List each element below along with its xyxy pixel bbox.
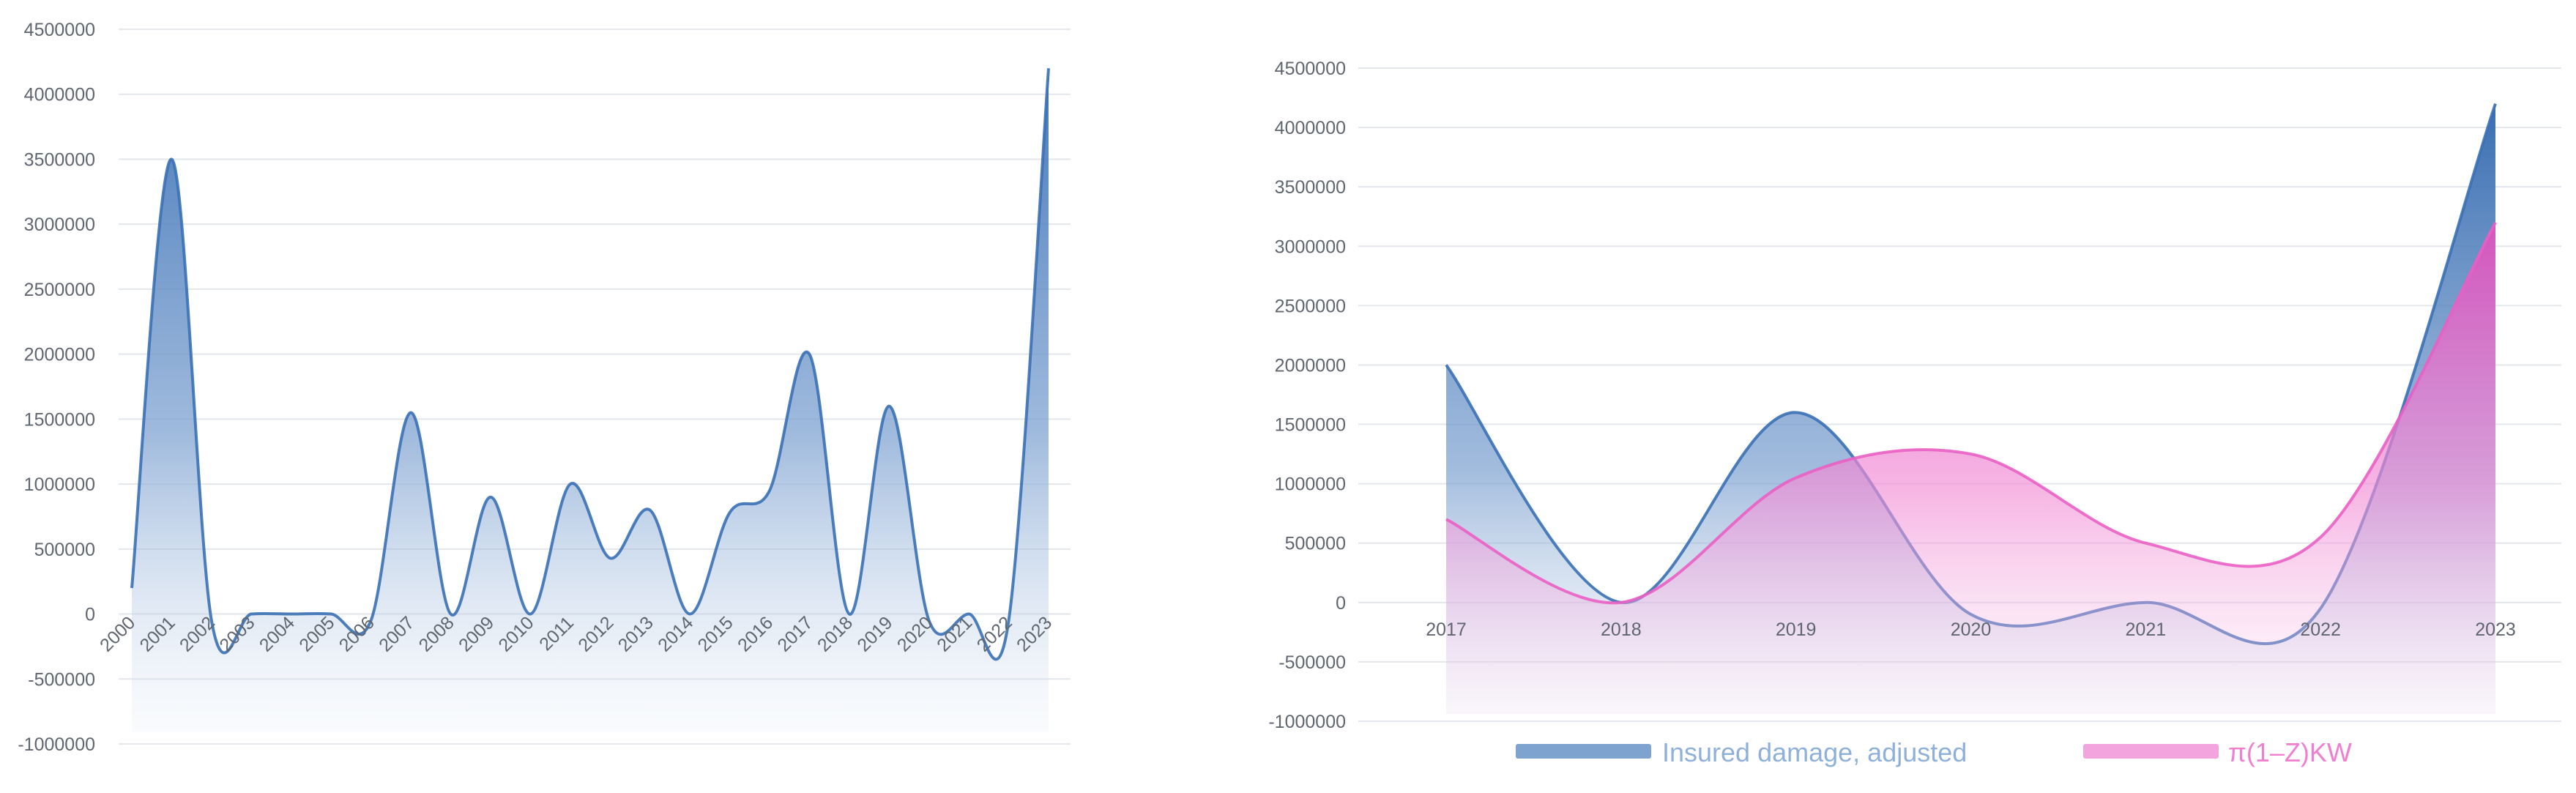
- series-area: [132, 68, 1049, 732]
- y-tick-label: 1500000: [1275, 415, 1346, 436]
- y-tick-label: 0: [85, 605, 95, 625]
- y-tick-label: 0: [1336, 593, 1346, 614]
- series-line: [130, 68, 1050, 661]
- x-tick-label: 2023: [2475, 619, 2516, 640]
- y-tick-label: 2000000: [1275, 355, 1346, 376]
- y-tick-label: 2000000: [24, 345, 95, 365]
- y-tick-label: 1000000: [1275, 474, 1346, 495]
- y-tick-label: 1000000: [24, 474, 95, 495]
- y-tick-label: 2500000: [1275, 296, 1346, 316]
- y-tick-label: 4500000: [24, 20, 95, 40]
- series-line: [1445, 221, 2497, 605]
- legend-swatch: [2083, 744, 2219, 759]
- y-tick-label: -500000: [28, 669, 95, 690]
- x-tick-label: 2021: [2126, 619, 2167, 640]
- y-tick-label: 3000000: [1275, 237, 1346, 257]
- y-tick-label: 3000000: [24, 215, 95, 235]
- y-tick-label: 1500000: [24, 409, 95, 430]
- y-tick-label: -1000000: [1268, 712, 1346, 732]
- y-tick-label: -1000000: [18, 734, 95, 755]
- legend-swatch: [1516, 744, 1651, 759]
- x-tick-label: 2022: [2300, 619, 2341, 640]
- y-tick-label: 4000000: [1275, 118, 1346, 138]
- x-tick-label: 2020: [1951, 619, 1992, 640]
- y-tick-label: 3500000: [24, 149, 95, 170]
- series-area: [1446, 222, 2495, 714]
- legend-label: π(1–Z)KW: [2228, 737, 2352, 767]
- y-tick-label: 2500000: [24, 280, 95, 300]
- y-tick-label: 500000: [1285, 534, 1346, 554]
- y-tick-label: 4500000: [1275, 59, 1346, 79]
- x-tick-label: 2018: [1601, 619, 1642, 640]
- y-tick-label: -500000: [1278, 652, 1346, 673]
- y-tick-label: 500000: [34, 540, 95, 560]
- x-tick-label: 2019: [1776, 619, 1817, 640]
- x-tick-label: 2017: [1426, 619, 1467, 640]
- y-tick-label: 4000000: [24, 85, 95, 105]
- y-tick-label: 3500000: [1275, 177, 1346, 198]
- legend-label: Insured damage, adjusted: [1662, 737, 1967, 767]
